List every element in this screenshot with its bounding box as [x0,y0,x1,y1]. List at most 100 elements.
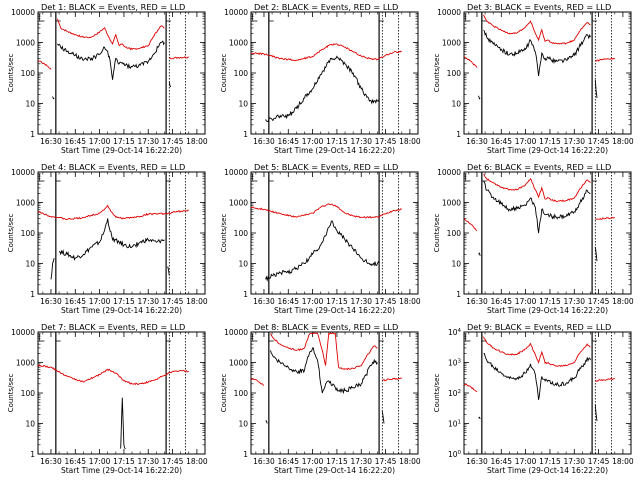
panel-8: Det 8: BLACK = Events, RED = LLD 1 10 100 10… [220,322,421,475]
events-series-line [478,252,481,256]
y-axis-label: Counts/sec [220,374,228,413]
x-tick-label: 17:00 [515,457,537,466]
panel-3: Det 3: BLACK = Events, RED = LLD 1 10 100 10… [433,2,634,155]
events-series-line [265,220,380,282]
y-tick-label: 10000 [11,8,35,17]
interval-bracket [268,14,274,22]
y-tick-label: 10 [25,420,35,429]
x-axis-label: Start Time (29-Oct-14 16:22:20) [487,306,608,315]
y-tick-label: 10 [238,100,248,109]
y-tick-label: 100 [447,69,462,78]
interval-bracket [465,334,471,342]
x-axis-label: Start Time (29-Oct-14 16:22:20) [61,466,182,475]
lld-series-line [483,336,591,368]
y-axis-label: Counts/sec [220,214,228,253]
lld-series-line [250,378,265,386]
y-axis-label: Counts/sec [7,374,15,413]
lld-series-line [595,57,616,62]
plot-frame [250,331,419,455]
interval-bracket [591,174,597,182]
x-tick-label: 16:45 [490,297,512,306]
interval-bracket [252,174,258,182]
x-tick-label: 17:30 [563,457,585,466]
events-series-line [50,257,55,280]
x-tick-label: 18:00 [186,137,208,146]
interval-bracket [165,14,171,22]
events-series-line [57,40,165,80]
y-tick-label: 100 [234,389,249,398]
events-series-line [483,30,591,77]
x-tick-label: 17:30 [350,457,372,466]
y-tick-label: 1000 [16,359,35,368]
x-tick-label: 18:00 [612,457,634,466]
x-tick-label: 16:45 [277,297,299,306]
interval-bracket [268,174,274,182]
interval-bracket [378,174,384,182]
x-tick-label: 16:45 [64,457,86,466]
x-tick-label: 18:00 [612,137,634,146]
y-tick-label: 10 [25,100,35,109]
x-tick-label: 16:45 [64,137,86,146]
y-tick-label: 100 [21,389,36,398]
panel-2: Det 2: BLACK = Events, RED = LLD 1 10 100 10… [220,2,421,155]
x-tick-label: 17:30 [137,137,159,146]
events-series-line [270,347,378,395]
y-tick-label: 1000 [229,39,248,48]
x-tick-label: 17:30 [563,297,585,306]
x-tick-label: 16:30 [40,137,62,146]
plot-frame [250,11,419,135]
x-tick-label: 17:15 [539,137,561,146]
y-tick-label: 100 [448,450,462,459]
y-tick-label: 10000 [224,168,248,177]
x-tick-label: 17:00 [89,137,111,146]
x-tick-label: 16:30 [466,457,488,466]
y-tick-label: 1 [30,130,35,139]
y-tick-label: 1000 [442,199,461,208]
interval-bracket [481,334,487,342]
panel-4: Det 4: BLACK = Events, RED = LLD 1 10 100 10… [7,162,208,315]
y-tick-label: 100 [447,229,462,238]
events-series-line [478,416,481,420]
y-tick-label: 1000 [229,359,248,368]
y-tick-label: 100 [234,229,249,238]
x-tick-label: 16:30 [253,137,275,146]
y-tick-label: 1000 [16,199,35,208]
x-tick-label: 16:45 [277,137,299,146]
panel-title: Det 3: BLACK = Events, RED = LLD [467,2,611,12]
y-tick-label: 10000 [224,8,248,17]
plot-frame [463,331,632,455]
x-axis-label: Start Time (29-Oct-14 16:22:20) [61,306,182,315]
interval-bracket [465,14,471,22]
y-tick-label: 1 [30,450,35,459]
interval-bracket [378,14,384,22]
x-tick-label: 17:00 [302,457,324,466]
panel-7: Det 7: BLACK = Events, RED = LLD 1 10 100 10… [7,322,208,475]
events-series-line [265,55,380,123]
y-tick-label: 103 [448,359,462,368]
interval-bracket [165,174,171,182]
y-axis-label: Counts/sec [7,214,15,253]
x-tick-label: 17:15 [113,137,135,146]
panel-title: Det 9: BLACK = Events, RED = LLD [467,322,611,332]
y-tick-label: 10000 [11,328,35,337]
panel-6: Det 6: BLACK = Events, RED = LLD 1 10 100 10… [433,162,634,315]
x-tick-label: 16:30 [40,457,62,466]
y-tick-label: 100 [21,229,36,238]
x-tick-label: 17:45 [162,297,184,306]
x-tick-label: 17:00 [302,297,324,306]
x-tick-label: 17:00 [89,297,111,306]
x-tick-label: 16:30 [253,297,275,306]
y-tick-label: 1 [243,450,248,459]
lld-series-line [169,56,189,60]
x-tick-label: 18:00 [186,297,208,306]
events-series-line [168,82,172,88]
events-series-line [381,411,385,424]
y-tick-label: 100 [234,69,249,78]
lld-series-line [57,18,165,51]
events-series-line [478,95,481,100]
panel-9: Det 9: BLACK = Events, RED = LLD 100 101 10… [433,322,634,475]
x-tick-label: 17:15 [113,457,135,466]
lld-series-line [483,14,591,45]
x-tick-label: 18:00 [399,297,421,306]
interval-bracket [252,334,258,342]
